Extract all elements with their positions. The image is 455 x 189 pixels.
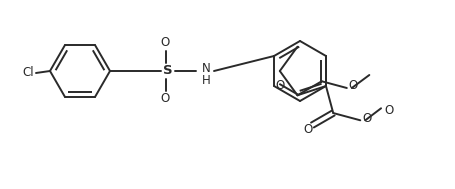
Text: O: O xyxy=(362,112,372,125)
Text: O: O xyxy=(304,122,313,136)
Text: Cl: Cl xyxy=(22,67,34,80)
Text: O: O xyxy=(160,92,170,105)
Text: O: O xyxy=(384,104,393,117)
Text: N: N xyxy=(202,63,210,75)
Text: O: O xyxy=(349,80,358,92)
Text: O: O xyxy=(275,79,284,92)
Text: O: O xyxy=(160,36,170,50)
Text: H: H xyxy=(202,74,210,87)
Text: S: S xyxy=(163,64,173,77)
